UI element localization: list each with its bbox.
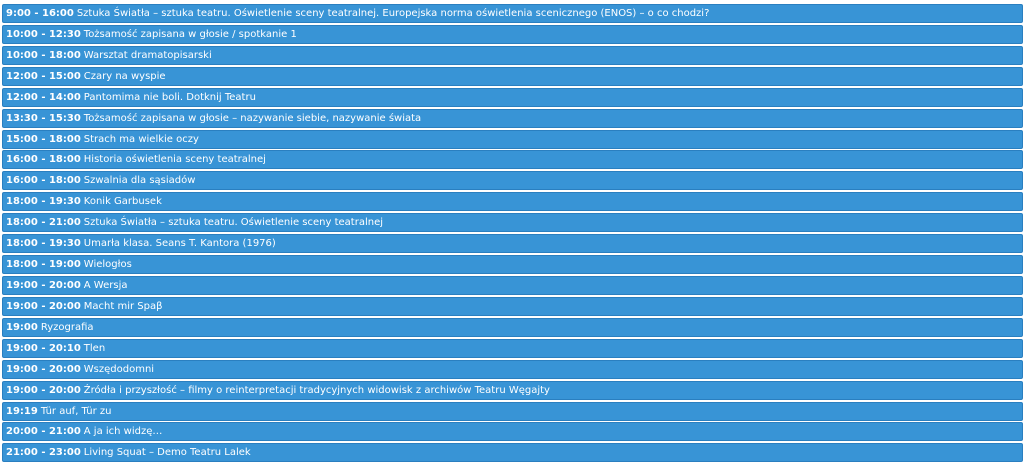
event-time: 19:19 [6, 405, 38, 417]
event-title: Sztuka Światła – sztuka teatru. Oświetle… [76, 8, 710, 19]
event-title: Pantomima nie boli. Dotknij Teatru [83, 91, 256, 103]
event-title: Macht mir Spaβ [83, 300, 163, 312]
event-title: Czary na wyspie [83, 70, 166, 82]
event-time: 16:00 - 18:00 [6, 175, 81, 187]
event-item[interactable]: 10:00 - 12:30 Tożsamość zapisana w głosie… [2, 24, 1023, 44]
event-title: Strach ma wielkie oczy [83, 133, 199, 145]
event-item[interactable]: 13:30 - 15:30 Tożsamość zapisana w głosie… [2, 108, 1023, 128]
event-time: 18:00 - 19:30 [6, 238, 81, 250]
event-item[interactable]: 19:00 Ryzografia [2, 317, 1023, 337]
event-title: Konik Garbusek [83, 196, 162, 208]
event-time: 12:00 - 15:00 [6, 70, 81, 82]
event-title: Wielogłos [83, 259, 132, 271]
event-time: 19:00 - 20:00 [6, 279, 81, 291]
event-time: 19:00 - 20:00 [6, 300, 81, 312]
event-time: 19:00 - 20:00 [6, 363, 81, 375]
event-item[interactable]: 12:00 - 14:00 Pantomima nie boli. Dotknij… [2, 87, 1023, 107]
event-item[interactable]: 18:00 - 19:00 Wielogłos [2, 255, 1023, 275]
event-title: Szwalnia dla sąsiadów [83, 175, 196, 187]
event-title: Tożsamość zapisana w głosie / spotkanie … [83, 28, 297, 40]
event-title: A Wersja [83, 279, 128, 291]
event-time: 19:00 - 20:00 [6, 384, 81, 396]
event-title: A ja ich widzę… [83, 426, 163, 438]
event-title: Sztuka Światła – sztuka teatru. Oświetle… [83, 217, 383, 229]
event-item[interactable]: 19:00 - 20:00 Wszędodomni [2, 359, 1023, 379]
event-item[interactable]: 16:00 - 18:00 Szwalnia dla sąsiadów [2, 171, 1023, 191]
event-time: 10:00 - 18:00 [6, 49, 81, 61]
event-time: 18:00 - 21:00 [6, 217, 81, 229]
event-time: 18:00 - 19:00 [6, 259, 81, 271]
event-time: 12:00 - 14:00 [6, 91, 81, 103]
event-item[interactable]: 10:00 - 18:00 Warsztat dramatopisarski [2, 45, 1023, 65]
event-item[interactable]: 16:00 - 18:00 Historia oświetlenia sceny … [2, 150, 1023, 170]
event-title: Tlen [83, 342, 106, 354]
event-title: Tożsamość zapisana w głosie – nazywanie … [83, 112, 422, 124]
event-title: Wszędodomni [83, 363, 155, 375]
event-item[interactable]: 19:00 - 20:00 A Wersja [2, 275, 1023, 295]
event-item[interactable]: 21:00 - 23:00 Living Squat – Demo Teatru … [2, 443, 1023, 463]
event-item[interactable]: 19:19 Tür auf, Tür zu [2, 401, 1023, 421]
event-schedule-list: 9:00 - 16:00 Sztuka Światła – sztuka teat… [2, 4, 1023, 467]
event-item[interactable]: 18:00 - 21:00 Sztuka Światła – sztuka tea… [2, 213, 1023, 233]
event-time: 19:00 - 20:10 [6, 342, 81, 354]
event-item[interactable]: 15:00 - 18:00 Strach ma wielkie oczy [2, 129, 1023, 149]
event-item[interactable]: 18:00 - 19:30 Umarła klasa. Seans T. Kant… [2, 234, 1023, 254]
event-time: 20:00 - 21:00 [6, 426, 81, 438]
event-item[interactable]: 12:00 - 15:00 Czary na wyspie [2, 66, 1023, 86]
event-title: Historia oświetlenia sceny teatralnej [83, 154, 266, 166]
event-title: Warsztat dramatopisarski [83, 49, 212, 61]
event-time: 16:00 - 18:00 [6, 154, 81, 166]
event-time: 21:00 - 23:00 [6, 447, 81, 459]
event-item[interactable]: 19:00 - 20:00 Źródła i przyszłość – filmy… [2, 380, 1023, 400]
event-item[interactable]: 20:00 - 21:00 A ja ich widzę… [2, 422, 1023, 442]
event-title: Living Squat – Demo Teatru Lalek [83, 447, 251, 459]
event-time: 15:00 - 18:00 [6, 133, 81, 145]
event-time: 18:00 - 19:30 [6, 196, 81, 208]
event-title: Umarła klasa. Seans T. Kantora (1976) [83, 238, 276, 250]
event-time: 9:00 - 16:00 [6, 8, 74, 19]
event-title: Tür auf, Tür zu [40, 405, 112, 417]
event-item[interactable]: 18:00 - 19:30 Konik Garbusek [2, 192, 1023, 212]
event-item[interactable]: 19:00 - 20:10 Tlen [2, 338, 1023, 358]
event-time: 13:30 - 15:30 [6, 112, 81, 124]
event-item[interactable]: 9:00 - 16:00 Sztuka Światła – sztuka teat… [2, 4, 1023, 23]
event-time: 19:00 [6, 321, 38, 333]
event-title: Ryzografia [40, 321, 94, 333]
event-item[interactable]: 19:00 - 20:00 Macht mir Spaβ [2, 296, 1023, 316]
event-time: 10:00 - 12:30 [6, 28, 81, 40]
event-title: Źródła i przyszłość – filmy o reinterpre… [83, 384, 550, 396]
